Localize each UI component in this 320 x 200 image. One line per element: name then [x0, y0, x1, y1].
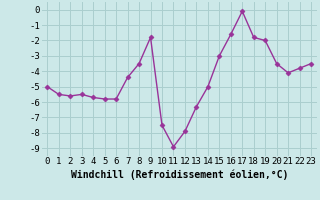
X-axis label: Windchill (Refroidissement éolien,°C): Windchill (Refroidissement éolien,°C)	[70, 169, 288, 180]
